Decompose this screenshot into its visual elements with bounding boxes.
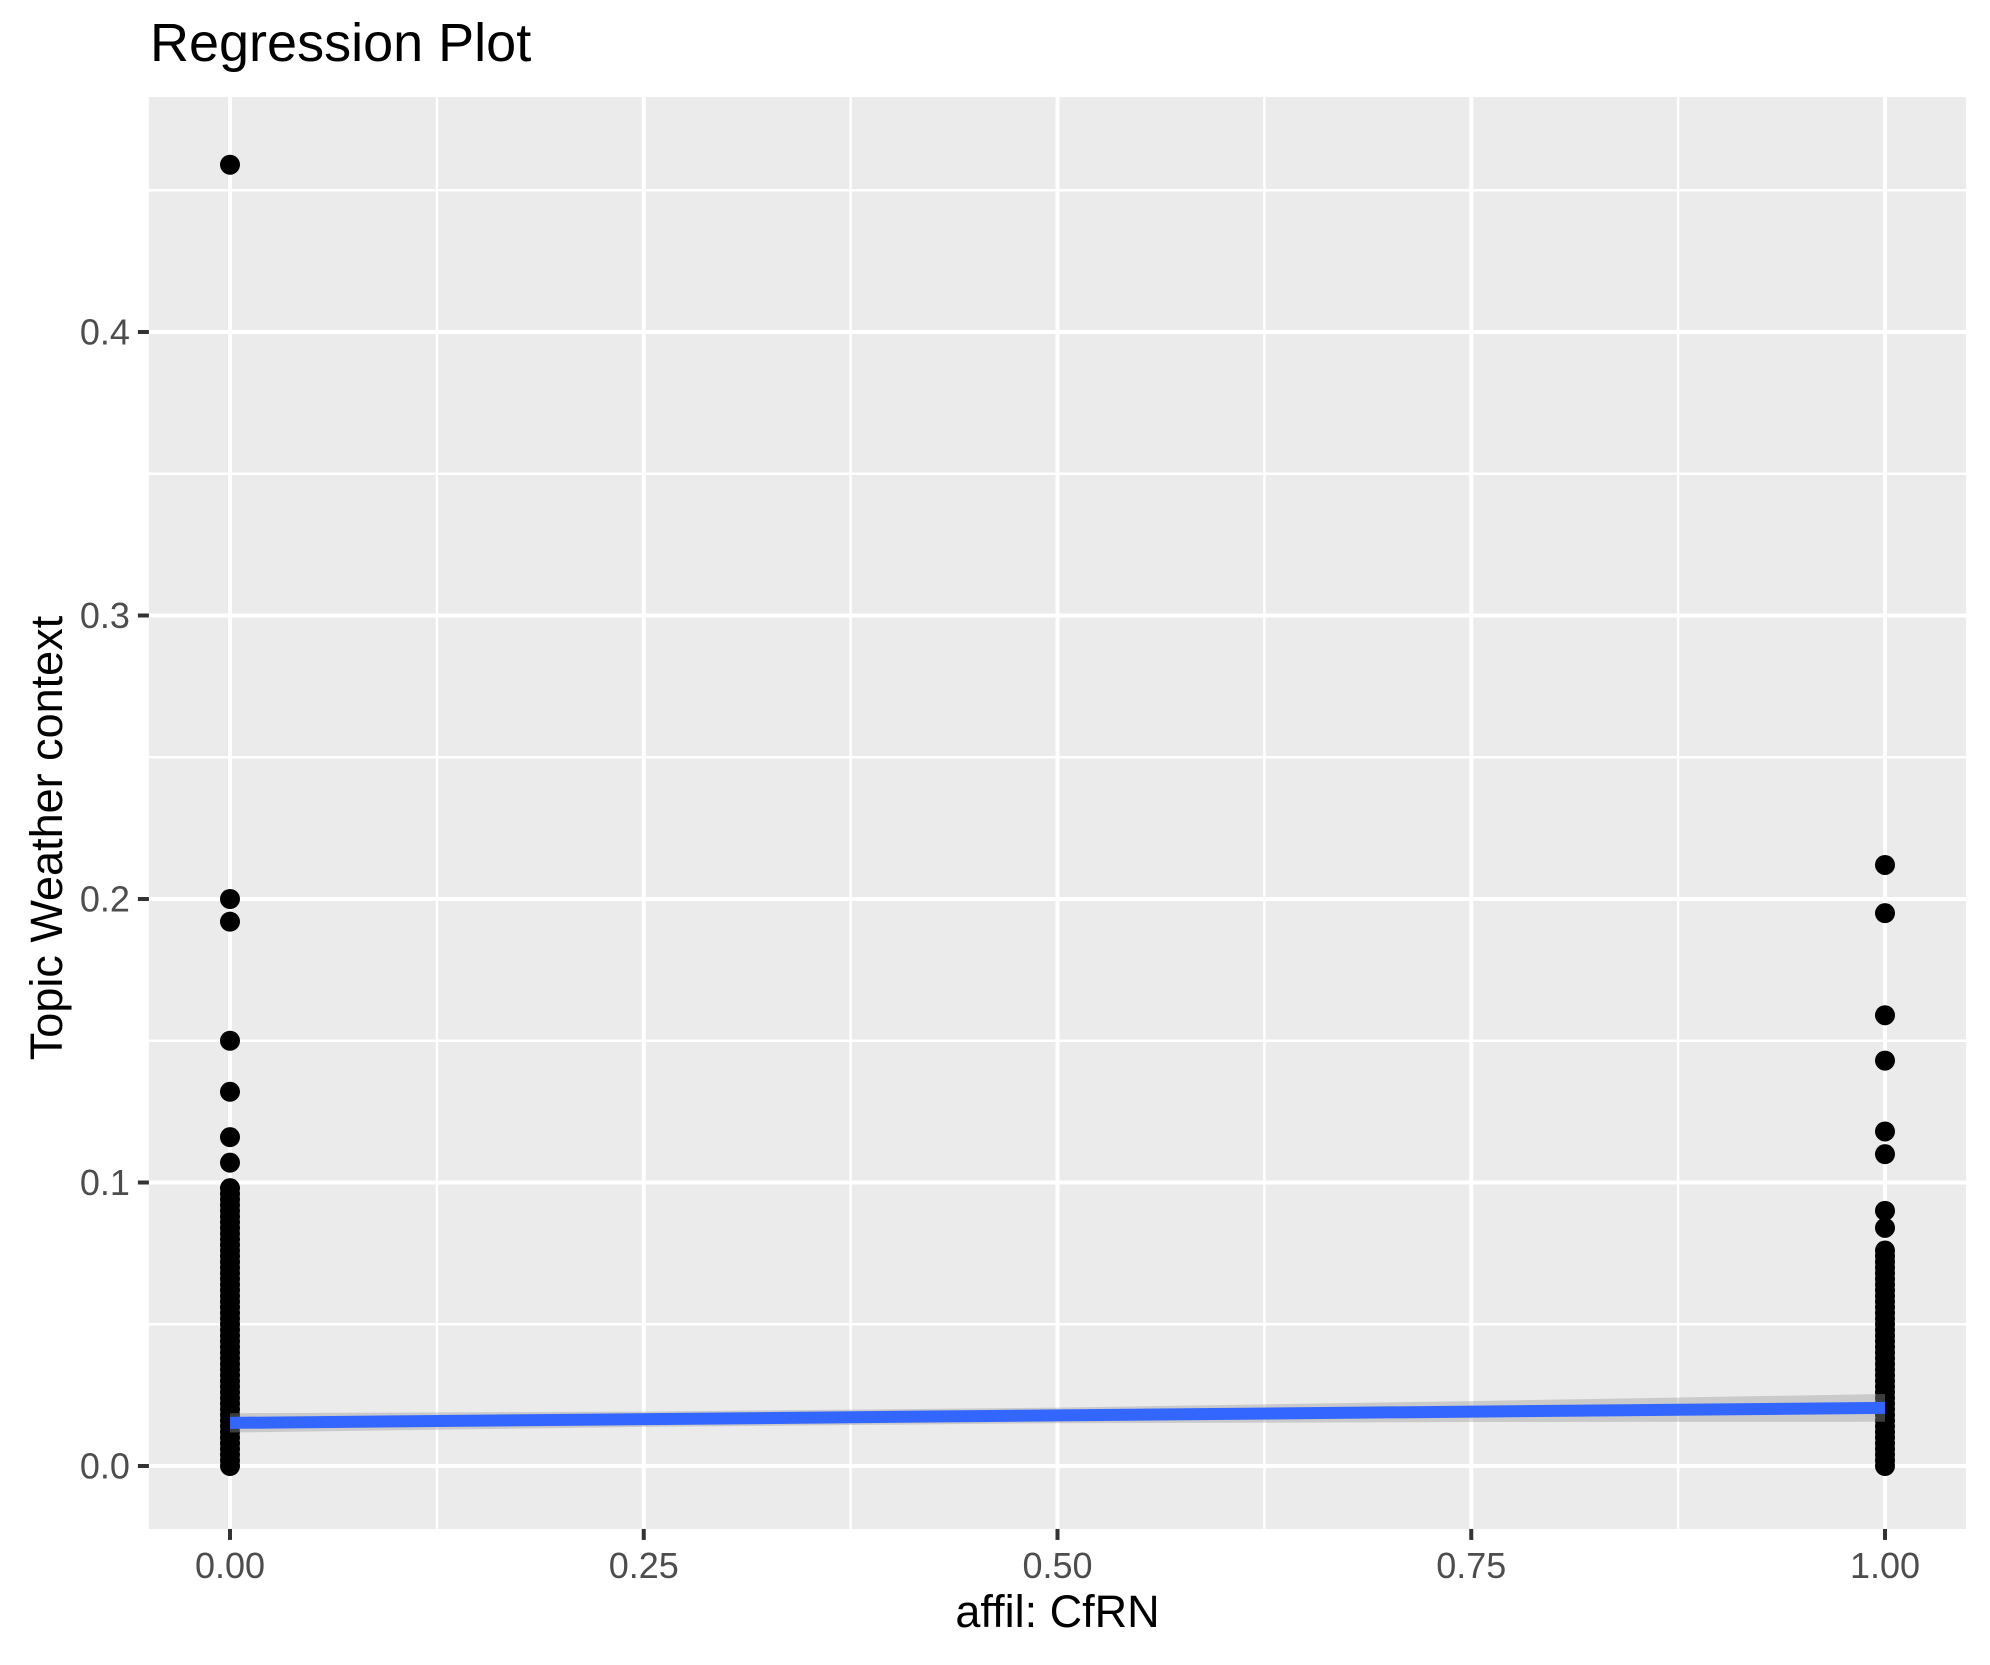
data-point [1875,1240,1895,1261]
data-point [1875,1005,1895,1026]
y-tick-label: 0.0 [80,1446,130,1487]
x-axis-title: affil: CfRN [955,1586,1160,1637]
x-tick-label: 0.00 [195,1545,265,1586]
y-tick-label: 0.3 [80,595,130,636]
x-tick-label: 0.50 [1022,1545,1092,1586]
data-point [220,1127,240,1148]
data-point [220,1081,240,1102]
data-point [1875,1217,1895,1238]
regression-line [229,1401,1886,1429]
y-tick-label: 0.2 [80,879,130,920]
data-point [220,1178,240,1199]
y-axis-title: Topic Weather context [21,615,72,1061]
points-layer [220,154,1895,1476]
data-point [1875,1050,1895,1071]
data-point [220,154,240,175]
data-point [220,1030,240,1051]
x-tick-label: 0.25 [609,1545,679,1586]
data-point [220,911,240,932]
data-point [1875,1200,1895,1221]
x-tick-label: 0.75 [1436,1545,1506,1586]
data-point [220,889,240,909]
plot-title: Regression Plot [150,13,532,73]
y-tick-label: 0.4 [80,312,130,353]
x-tick-label: 1.00 [1850,1545,1920,1586]
data-point [1875,854,1895,875]
data-point [1875,1121,1895,1142]
data-point [220,1152,240,1173]
data-point [1875,1144,1895,1165]
data-point [1875,903,1895,924]
y-tick-label: 0.1 [80,1162,130,1203]
